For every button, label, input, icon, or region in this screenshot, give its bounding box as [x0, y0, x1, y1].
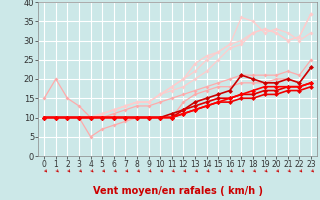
X-axis label: Vent moyen/en rafales ( km/h ): Vent moyen/en rafales ( km/h ) — [92, 186, 263, 196]
